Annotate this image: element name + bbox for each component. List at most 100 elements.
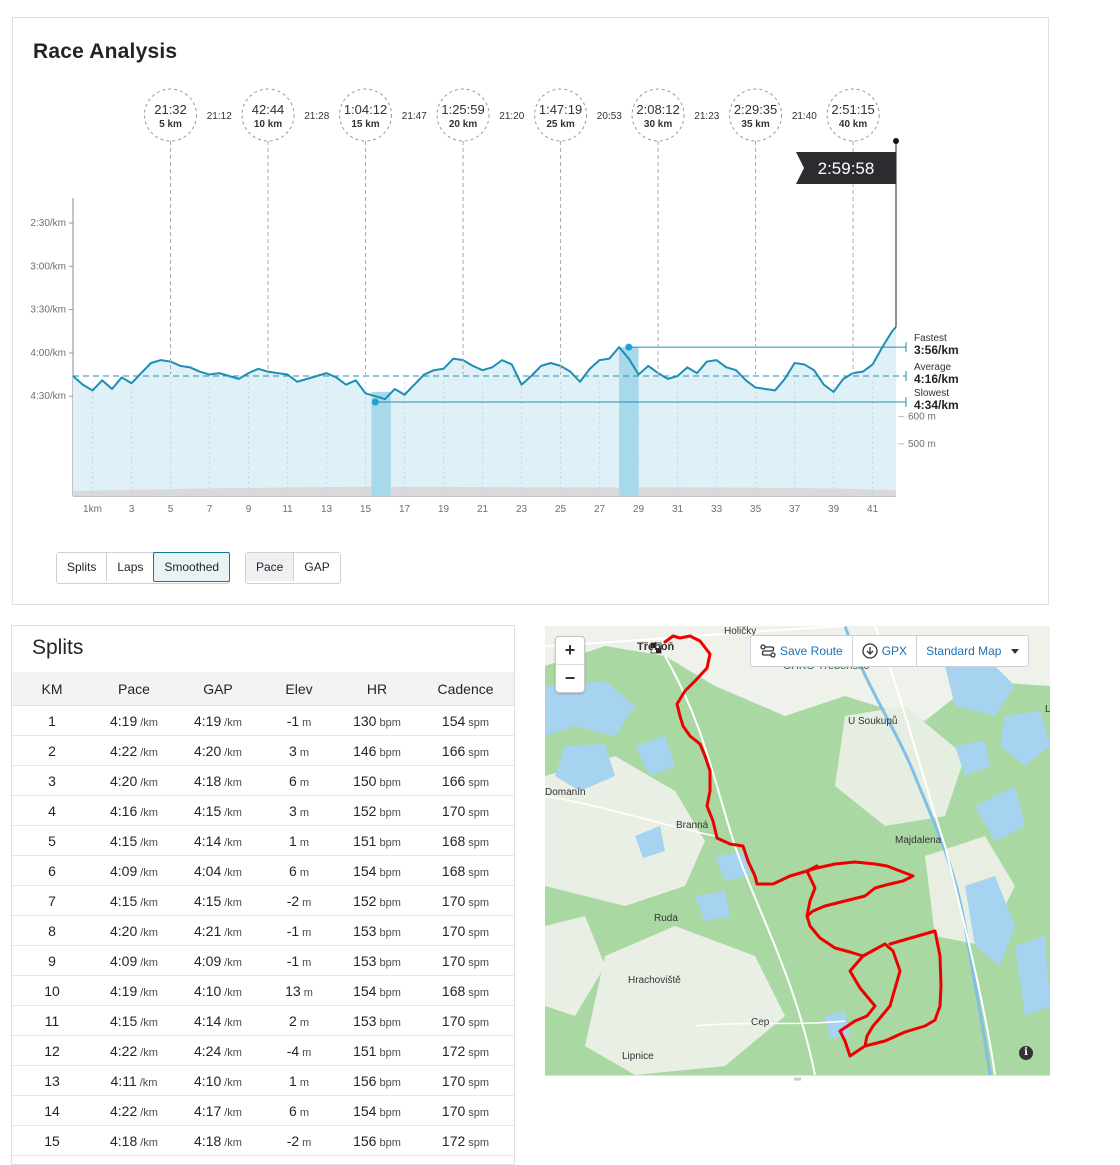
x-tick-label: 39 <box>828 504 840 515</box>
gap-cell: 4:21/km <box>176 915 260 946</box>
km-cell: 11 <box>12 1005 92 1036</box>
finish-flag-icon <box>650 642 662 654</box>
view-toggle-group: Splits Laps Smoothed <box>56 552 231 584</box>
place-label: Třeboň <box>637 641 675 653</box>
x-tick-label: 41 <box>867 504 879 515</box>
slowest-value: 4:34/km <box>914 398 959 412</box>
y-tick-label: 3:00/km <box>30 261 66 272</box>
split-row: 4 4:16/km 4:15/km 3 m 152 bpm 170 spm <box>12 795 514 826</box>
km-cell: 4 <box>12 795 92 826</box>
x-tick-label: 31 <box>672 504 684 515</box>
km-cell: 6 <box>12 855 92 886</box>
km-cell-value: 5 <box>48 832 56 849</box>
place-label: Branná <box>676 820 709 831</box>
map-style-dropdown[interactable]: Standard Map <box>917 636 1028 666</box>
cadence-cell-value: 154 <box>441 712 466 729</box>
checkpoint-distance: 25 km <box>546 119 574 130</box>
elev-cell-value: 6 <box>289 862 297 879</box>
pace-cell-value: 4:20 <box>110 772 138 789</box>
elev-cell: -1 m <box>260 945 338 976</box>
hr-cell-value: 150 <box>353 772 377 789</box>
cadence-cell-value: 170 <box>441 1072 466 1089</box>
elev-cell-unit: m <box>302 716 312 729</box>
checkpoint-circle <box>729 88 783 142</box>
hr-cell: 156 bpm <box>338 1065 416 1096</box>
hr-cell-value: 146 <box>353 742 377 759</box>
elev-tick-label: 600 m <box>908 411 936 422</box>
hr-cell-value: 151 <box>353 1042 377 1059</box>
laps-view-button[interactable]: Laps <box>107 553 155 581</box>
pace-cell-value: 4:18 <box>110 1132 138 1149</box>
km-cell-value: 8 <box>48 922 56 939</box>
x-tick-label: 15 <box>360 504 372 515</box>
gap-cell-value: 4:15 <box>194 802 222 819</box>
cadence-cell-value: 170 <box>441 1102 466 1119</box>
elev-cell-unit: m <box>302 956 312 969</box>
pace-cell-unit: /km <box>140 776 158 789</box>
gpx-download-button[interactable]: GPX <box>853 636 918 666</box>
checkpoint-time: 2:08:12 <box>636 102 679 117</box>
cadence-cell-unit: spm <box>468 776 490 789</box>
gap-cell: 4:14/km <box>176 1005 260 1036</box>
hr-cell-unit: bpm <box>379 1076 401 1089</box>
info-icon[interactable]: i <box>1019 1046 1033 1060</box>
zoom-out-button[interactable]: − <box>564 668 576 688</box>
hr-cell: 146 bpm <box>338 735 416 766</box>
x-tick-label: 13 <box>321 504 333 515</box>
gap-metric-button[interactable]: GAP <box>294 553 340 581</box>
pace-area-fill <box>73 326 896 496</box>
zoom-in-button[interactable]: + <box>556 637 584 665</box>
elev-cell: -1 m <box>260 915 338 946</box>
km-cell: 8 <box>12 915 92 946</box>
split-row: 11 4:15/km 4:14/km 2 m 153 bpm 170 spm <box>12 1005 514 1036</box>
splits-view-button[interactable]: Splits <box>57 553 108 581</box>
pace-cell-value: 4:15 <box>110 892 138 909</box>
hr-cell-unit: bpm <box>379 926 401 939</box>
pace-cell-value: 4:22 <box>110 1042 138 1059</box>
route-map[interactable]: Třeboň Holičky CHKO Třeboňsko U Soukupů … <box>545 626 1050 1075</box>
hr-cell-unit: bpm <box>379 1106 401 1119</box>
elev-cell-unit: m <box>299 1016 309 1029</box>
smoothed-view-button[interactable]: Smoothed <box>153 552 231 582</box>
hr-cell: 130 bpm <box>338 705 416 736</box>
hr-cell: 151 bpm <box>338 1035 416 1066</box>
caret-down-icon <box>1011 648 1020 654</box>
checkpoint-circle <box>436 88 490 142</box>
gap-cell-unit: /km <box>224 716 242 729</box>
gap-cell-unit: /km <box>224 1136 242 1149</box>
segment-split-time: 21:12 <box>207 111 232 122</box>
race-analysis-title: Race Analysis <box>33 40 178 63</box>
map-canvas[interactable] <box>545 626 1050 1075</box>
elev-cell-unit: m <box>299 1106 309 1119</box>
gap-cell: 4:10/km <box>176 1065 260 1096</box>
hr-cell: 152 bpm <box>338 795 416 826</box>
cadence-cell-unit: spm <box>468 716 490 729</box>
save-route-button[interactable]: Save Route <box>751 636 853 666</box>
pace-cell: 4:11/km <box>92 1065 176 1096</box>
km-cell: 12 <box>12 1035 92 1066</box>
elev-cell-unit: m <box>299 866 309 879</box>
cadence-cell: 172 spm <box>416 1035 514 1066</box>
gap-cell-value: 4:18 <box>194 772 222 789</box>
segment-split-time: 21:20 <box>499 111 524 122</box>
map-resize-handle[interactable]: ═ <box>545 1075 1050 1086</box>
checkpoint-time: 1:47:19 <box>539 102 582 117</box>
elev-cell-value: 3 <box>289 742 297 759</box>
hr-cell: 153 bpm <box>338 945 416 976</box>
splits-card: Splits KM Pace GAP Elev HR Cadence 1 4:19… <box>11 625 515 1165</box>
pace-cell-value: 4:19 <box>110 982 138 999</box>
x-tick-label: 9 <box>246 504 252 515</box>
pace-cell-unit: /km <box>140 866 158 879</box>
place-label: Lipnice <box>622 1051 654 1062</box>
cadence-cell-unit: spm <box>468 1106 490 1119</box>
km-cell-value: 7 <box>48 892 56 909</box>
gap-cell-value: 4:21 <box>194 922 222 939</box>
cadence-cell-unit: spm <box>468 926 490 939</box>
gpx-label: GPX <box>881 644 908 658</box>
pace-metric-button[interactable]: Pace <box>246 553 295 581</box>
km-cell: 1 <box>12 705 92 736</box>
checkpoint-distance: 40 km <box>839 119 867 130</box>
hr-cell-unit: bpm <box>379 1136 401 1149</box>
